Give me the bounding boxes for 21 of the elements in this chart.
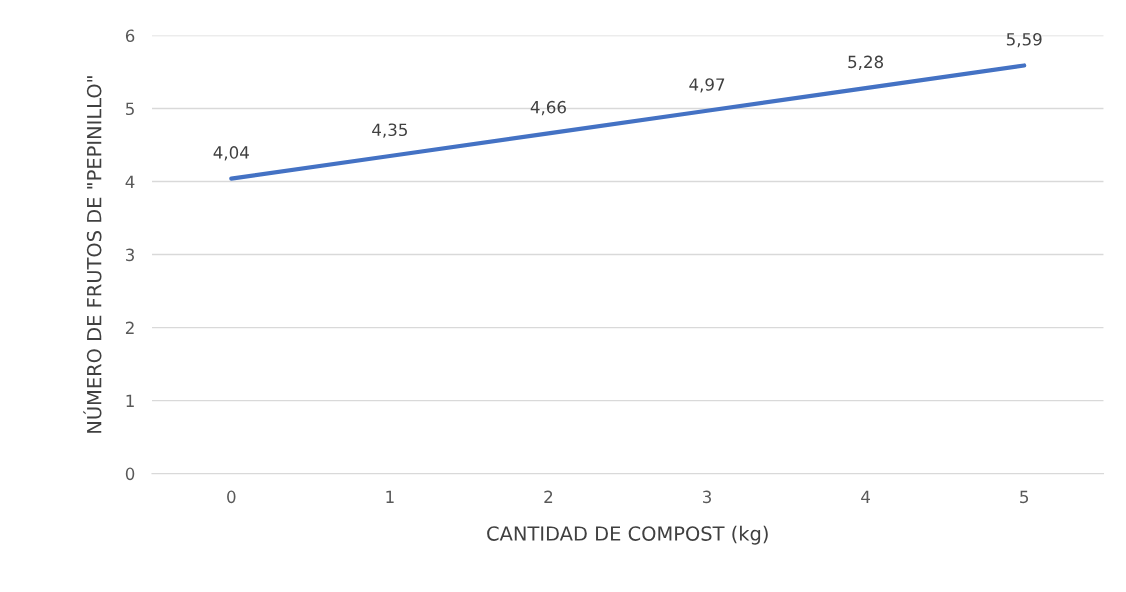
y-tick-label: 4 <box>125 175 135 188</box>
data-label: 4,04 <box>213 146 249 161</box>
y-axis-title: NÚMERO DE FRUTOS DE "PEPINILLO" <box>83 76 102 433</box>
x-tick-label: 5 <box>1020 490 1029 504</box>
x-tick-label: 3 <box>703 490 711 504</box>
data-label: 5,59 <box>1006 32 1042 48</box>
y-tick-label: 3 <box>126 248 135 262</box>
x-tick-label: 2 <box>544 490 553 503</box>
x-axis-title: CANTIDAD DE COMPOST (kg) <box>487 525 768 545</box>
y-tick-label: 2 <box>125 321 134 334</box>
y-tick-label: 6 <box>125 29 135 43</box>
data-label: 4,66 <box>530 100 566 116</box>
data-label: 4,35 <box>372 123 407 138</box>
x-tick-label: 1 <box>386 490 394 503</box>
x-tick-label: 0 <box>227 490 236 504</box>
y-tick-label: 5 <box>126 102 134 116</box>
data-label: 5,28 <box>848 55 884 70</box>
data-label: 4,97 <box>689 78 725 93</box>
y-tick-label: 0 <box>125 467 135 481</box>
y-tick-label: 1 <box>126 394 134 407</box>
x-tick-label: 4 <box>861 490 870 503</box>
